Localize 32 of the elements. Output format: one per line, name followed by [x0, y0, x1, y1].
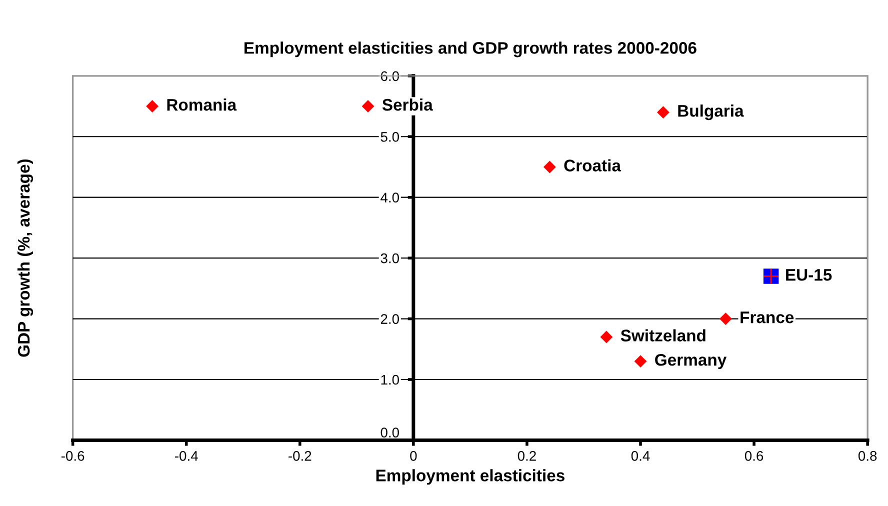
annotation: Germany	[655, 354, 727, 370]
annotation: Bulgaria	[678, 104, 744, 120]
y-axis-title: GDP growth (%, average)	[17, 159, 34, 357]
annotation: Switzeland	[620, 329, 706, 342]
series-label: EU-15	[786, 269, 832, 281]
y-tick-label: 3.0	[380, 253, 399, 264]
y-tick-label: 5.0	[380, 132, 399, 142]
x-tick-label: -0.6	[61, 451, 84, 461]
point	[719, 312, 732, 325]
point	[362, 100, 374, 112]
x-tick-label: 0	[410, 451, 417, 461]
y-tick-label: 2.0	[380, 314, 399, 324]
point	[634, 355, 647, 368]
x-tick-label: 0.2	[518, 451, 536, 461]
point	[543, 160, 556, 174]
point	[146, 100, 159, 112]
y-tick-label: 1.0	[381, 374, 399, 385]
chart-title: Employment elasticities and GDP growth rates 2000-2006	[244, 42, 696, 58]
annotation: France	[740, 312, 794, 324]
annotation: Croatia	[564, 159, 622, 172]
point	[657, 106, 670, 119]
point	[600, 330, 613, 344]
x-tick-label: 0.8	[858, 451, 877, 461]
x-axis-title: Employment elasticities	[376, 469, 564, 485]
x-tick-label: -0.2	[288, 451, 312, 461]
annotation: Romania	[167, 98, 237, 111]
y-tick-label: 4.0	[380, 192, 399, 203]
y-tick-label: 0.0	[380, 428, 399, 438]
x-tick-label: 0.4	[631, 451, 650, 461]
annotation: Serbia	[382, 98, 433, 111]
x-tick-label: 0.6	[744, 451, 764, 461]
x-tick-label: -0.4	[175, 451, 198, 461]
